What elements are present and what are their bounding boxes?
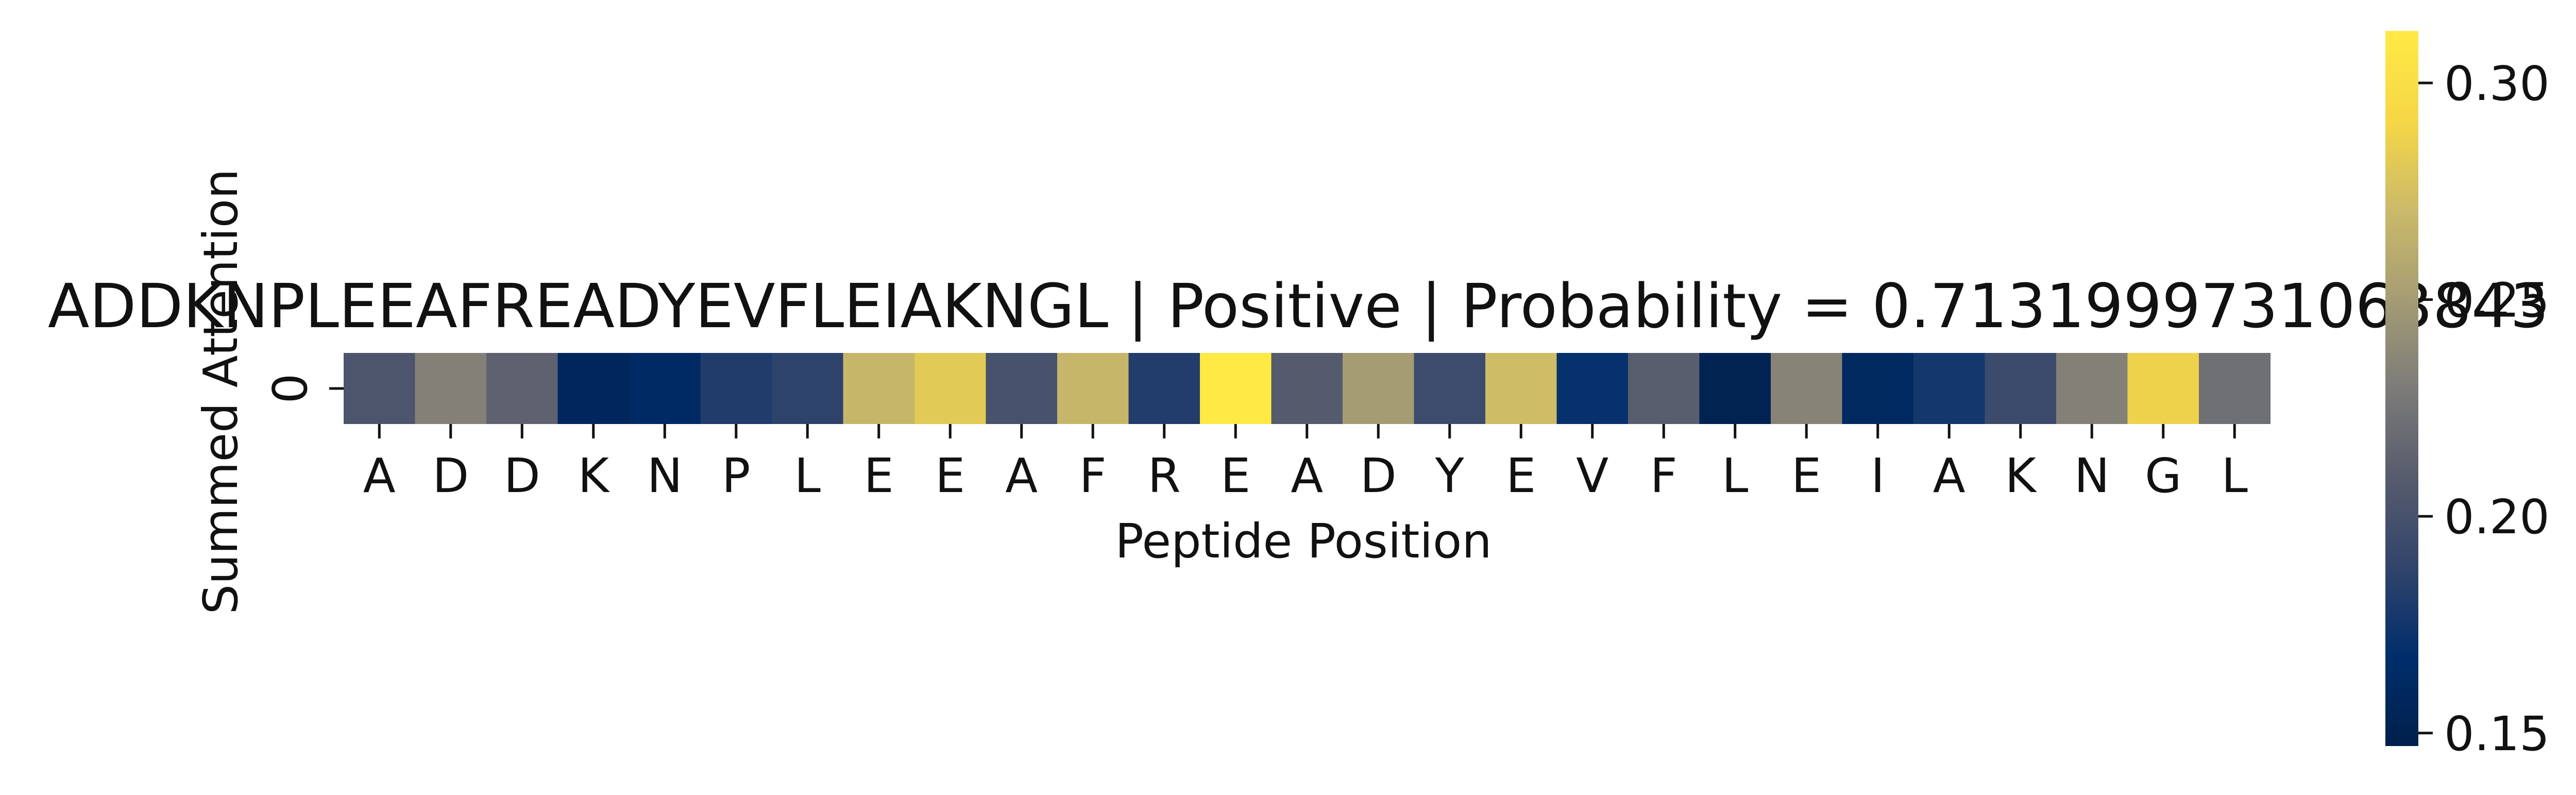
x-tick-label: N: [2074, 448, 2110, 503]
x-tick-label: E: [1791, 448, 1821, 503]
x-tick-label: E: [1506, 448, 1536, 503]
x-tick-label: E: [864, 448, 894, 503]
heatmap-cell: [772, 353, 844, 424]
heatmap-cell: [629, 353, 701, 424]
heatmap-cell: [1985, 353, 2057, 424]
heatmap-cell: [1842, 353, 1914, 424]
x-tick-label: A: [1933, 448, 1965, 503]
x-tick-label: E: [1221, 448, 1250, 503]
x-tick-label: G: [2145, 448, 2181, 503]
heatmap-cell: [415, 353, 487, 424]
x-tick-label: K: [578, 448, 611, 503]
x-tick-label: L: [794, 448, 821, 503]
x-tick-label: E: [935, 448, 965, 503]
colorbar-tick-label: 0.20: [2444, 489, 2550, 545]
x-tick-label: F: [1079, 448, 1107, 503]
x-tick-label: L: [2222, 448, 2248, 503]
x-tick-label: R: [1148, 448, 1181, 503]
x-tick-label: D: [504, 448, 540, 503]
heatmap-cell: [914, 353, 987, 424]
heatmap-cell: [1343, 353, 1415, 424]
heatmap-cell: [2199, 353, 2271, 424]
x-tick-label: V: [1576, 448, 1608, 503]
colorbar-tick-label: 0.15: [2444, 706, 2550, 762]
x-tick-label: A: [1005, 448, 1038, 503]
y-axis-ticks: 0: [263, 374, 344, 404]
heatmap-cell: [1271, 353, 1343, 424]
chart-title: ADDKNPLEEAFREADYEVFLEIAKNGL | Positive |…: [48, 270, 2549, 342]
heatmap-cell: [1699, 353, 1771, 424]
colorbar-tick-label: 0.30: [2444, 56, 2550, 111]
y-tick-label: 0: [263, 374, 318, 404]
heatmap-cell: [344, 353, 416, 424]
heatmap-cell: [843, 353, 915, 424]
x-tick-label: L: [1722, 448, 1748, 503]
heatmap-cell: [1057, 353, 1129, 424]
heatmap-cell: [700, 353, 772, 424]
heatmap-cell: [1913, 353, 1986, 424]
x-tick-label: I: [1871, 448, 1885, 503]
heatmap-cell: [2127, 353, 2199, 424]
x-tick-label: N: [647, 448, 683, 503]
x-tick-label: Y: [1435, 448, 1465, 503]
x-axis-label: Peptide Position: [1115, 514, 1492, 569]
heatmap-cell: [1128, 353, 1200, 424]
x-tick-label: F: [1650, 448, 1677, 503]
heatmap-cell: [2056, 353, 2128, 424]
colorbar-tick-label: 0.25: [2444, 273, 2550, 328]
x-tick-label: K: [2005, 448, 2038, 503]
heatmap-cell: [1200, 353, 1272, 424]
y-axis-label: Summed Attention: [193, 169, 248, 615]
colorbar-ticks: 0.15 0.20 0.25 0.30: [2418, 56, 2550, 762]
heatmap-cell: [486, 353, 558, 424]
heatmap-cell: [986, 353, 1058, 424]
heatmap-cell: [1414, 353, 1486, 424]
x-tick-label: P: [722, 448, 750, 503]
heatmap-cell: [1628, 353, 1700, 424]
colorbar: [2385, 31, 2418, 746]
x-tick-label: D: [1360, 448, 1397, 503]
x-tick-label: A: [1291, 448, 1323, 503]
x-tick-label: A: [363, 448, 396, 503]
heatmap-cells: [344, 353, 2271, 424]
heatmap-cell: [557, 353, 630, 424]
x-tick-label: D: [432, 448, 469, 503]
heatmap-cell: [1771, 353, 1843, 424]
heatmap-cell: [1556, 353, 1629, 424]
heatmap-cell: [1485, 353, 1557, 424]
